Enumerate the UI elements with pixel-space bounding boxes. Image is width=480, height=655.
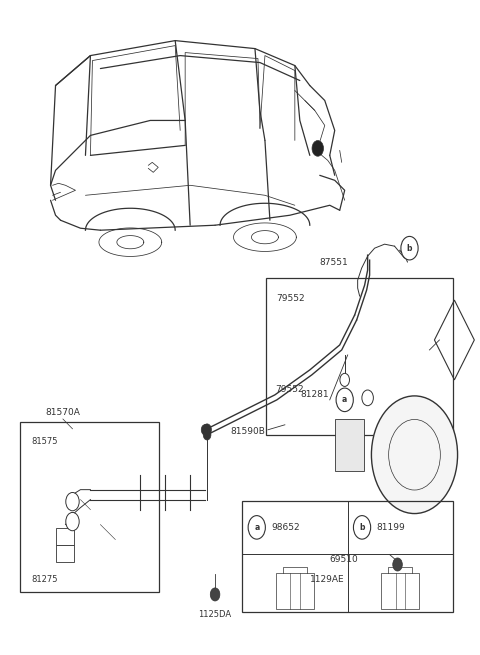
Text: 1125DA: 1125DA bbox=[199, 610, 232, 619]
Circle shape bbox=[248, 515, 265, 539]
Text: 98652: 98652 bbox=[271, 523, 300, 532]
Text: 81570A: 81570A bbox=[46, 408, 80, 417]
Circle shape bbox=[312, 141, 324, 157]
Text: a: a bbox=[342, 396, 348, 404]
Bar bbox=[56, 528, 74, 544]
Bar bbox=[242, 500, 453, 612]
Circle shape bbox=[372, 396, 457, 514]
Circle shape bbox=[210, 588, 220, 601]
Circle shape bbox=[362, 390, 373, 405]
Text: b: b bbox=[407, 244, 412, 253]
Circle shape bbox=[203, 424, 211, 436]
Text: 79552: 79552 bbox=[275, 385, 303, 394]
Text: 81575: 81575 bbox=[32, 438, 58, 446]
Text: 1129AE: 1129AE bbox=[310, 575, 345, 584]
Text: 81275: 81275 bbox=[32, 574, 58, 584]
Text: 79552: 79552 bbox=[276, 293, 304, 303]
Circle shape bbox=[66, 512, 79, 531]
Bar bbox=[336, 419, 364, 471]
Text: a: a bbox=[254, 523, 259, 532]
Circle shape bbox=[401, 236, 418, 260]
Text: 69510: 69510 bbox=[330, 555, 359, 564]
Text: 81590B: 81590B bbox=[230, 427, 265, 436]
Circle shape bbox=[201, 424, 209, 435]
Bar bbox=[276, 573, 314, 609]
Bar bbox=[56, 545, 74, 561]
Bar bbox=[381, 573, 420, 609]
Circle shape bbox=[203, 430, 211, 440]
Text: 81281: 81281 bbox=[300, 390, 329, 400]
Text: 81199: 81199 bbox=[376, 523, 405, 532]
Circle shape bbox=[340, 373, 349, 386]
Circle shape bbox=[66, 493, 79, 511]
Text: 87551: 87551 bbox=[319, 257, 348, 267]
Circle shape bbox=[353, 515, 371, 539]
Bar bbox=[266, 278, 453, 436]
Bar bbox=[20, 422, 158, 592]
Text: b: b bbox=[360, 523, 365, 532]
Circle shape bbox=[336, 388, 353, 411]
Circle shape bbox=[393, 558, 402, 571]
